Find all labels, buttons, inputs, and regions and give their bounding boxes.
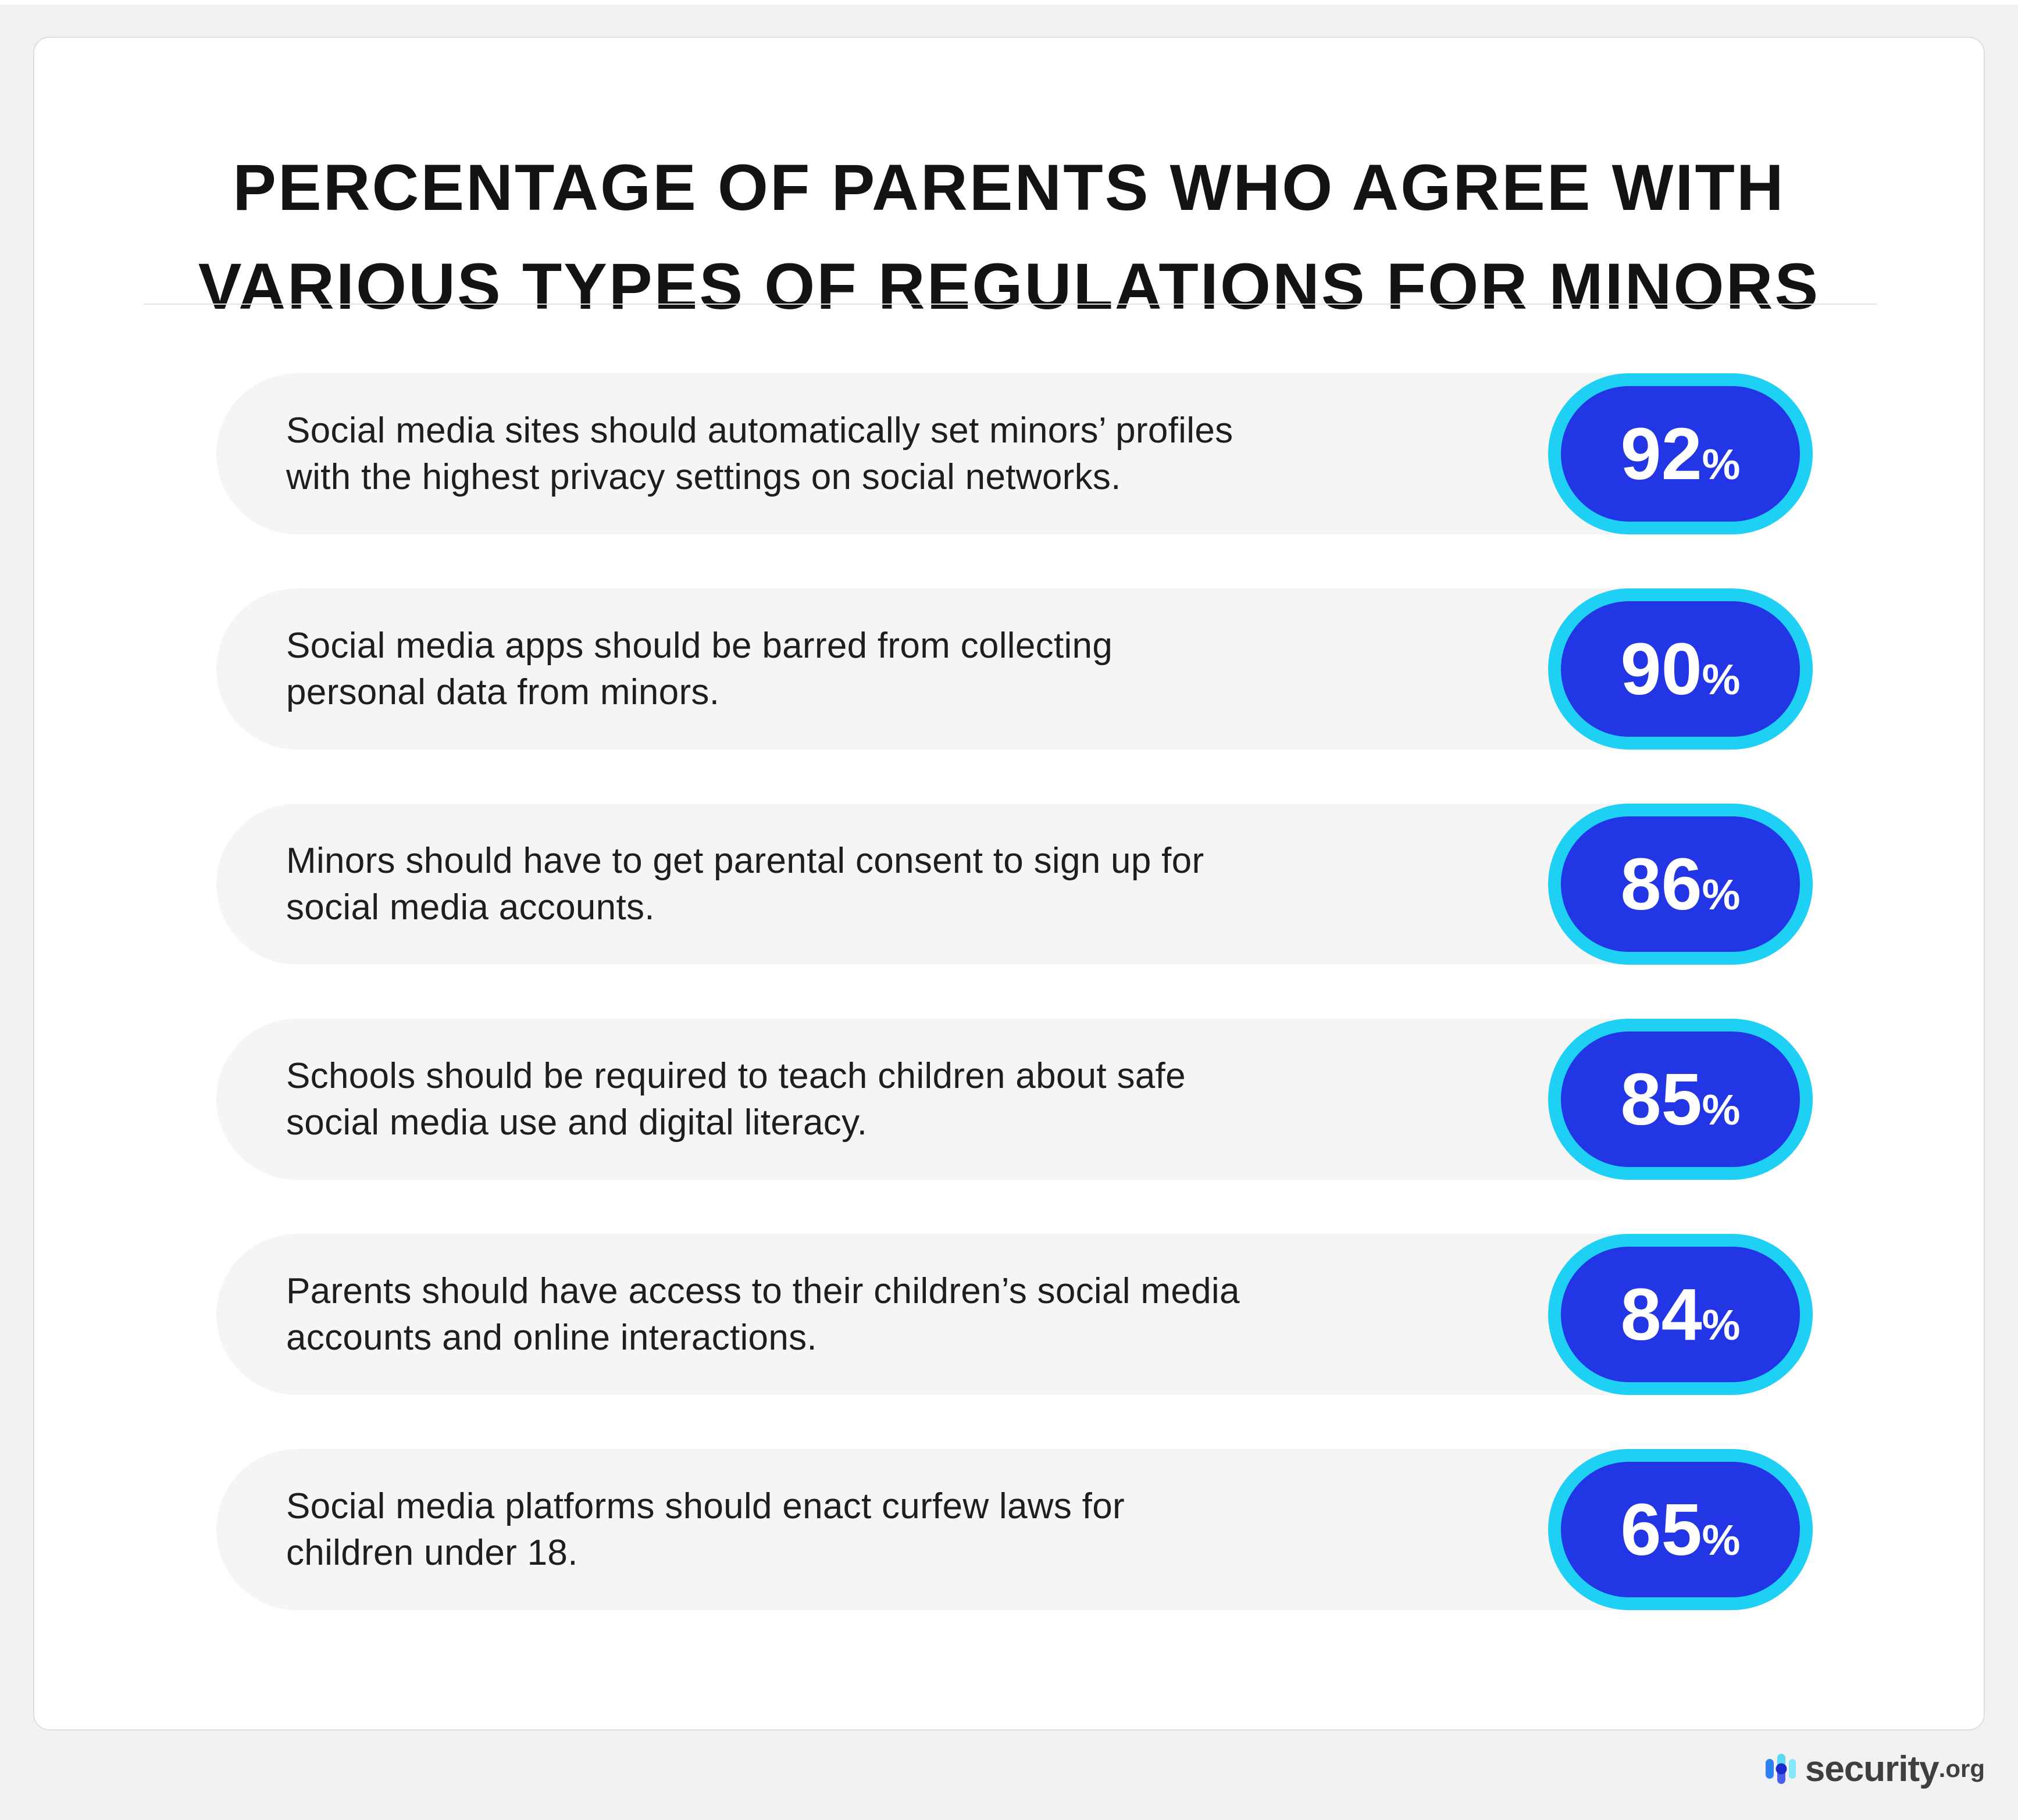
- stat-statement: Social media platforms should enact curf…: [286, 1486, 1125, 1573]
- top-strip: [0, 0, 2018, 5]
- stat-row: Parents should have access to their chil…: [216, 1234, 1813, 1395]
- stat-statement: Schools should be required to teach chil…: [286, 1055, 1186, 1143]
- percent-sign: %: [1702, 1086, 1741, 1134]
- percentage-badge: 84%: [1548, 1234, 1813, 1395]
- stat-row: Social media sites should automatically …: [216, 373, 1813, 534]
- percentage-badge: 92%: [1548, 373, 1813, 534]
- percent-sign: %: [1702, 1516, 1741, 1564]
- percentage-badge: 85%: [1548, 1019, 1813, 1180]
- stat-row: Social media apps should be barred from …: [216, 588, 1813, 750]
- stat-statement: Minors should have to get parental conse…: [286, 840, 1204, 927]
- logo-bar-middle: [1775, 1754, 1787, 1784]
- percent-sign: %: [1702, 1301, 1741, 1349]
- percent-sign: %: [1702, 655, 1741, 704]
- percentage-badge: 90%: [1548, 588, 1813, 750]
- percentage-value: 65: [1620, 1489, 1702, 1571]
- logo-bar-right: [1788, 1759, 1796, 1779]
- percentage-value: 85: [1620, 1058, 1702, 1140]
- percentage-text: 86%: [1621, 842, 1741, 926]
- securityorg-logo-icon: [1765, 1754, 1796, 1784]
- stat-statement: Social media apps should be barred from …: [286, 625, 1113, 712]
- percentage-badge: 65%: [1548, 1449, 1813, 1610]
- logo-bar-left: [1765, 1759, 1774, 1779]
- stat-statement: Parents should have access to their chil…: [286, 1271, 1240, 1358]
- percentage-text: 84%: [1621, 1272, 1741, 1357]
- infographic-card: PERCENTAGE OF PARENTS WHO AGREE WITH VAR…: [33, 37, 1985, 1730]
- logo-dot: [1775, 1763, 1787, 1775]
- stat-row: Social media platforms should enact curf…: [216, 1449, 1813, 1610]
- percentage-text: 85%: [1621, 1057, 1741, 1141]
- securityorg-logo: security .org: [1765, 1743, 1985, 1795]
- percent-sign: %: [1702, 440, 1741, 488]
- percentage-text: 65%: [1621, 1487, 1741, 1572]
- percentage-value: 84: [1620, 1273, 1702, 1355]
- page-title: PERCENTAGE OF PARENTS WHO AGREE WITH VAR…: [198, 151, 1820, 323]
- percentage-text: 92%: [1621, 412, 1741, 496]
- stat-row: Schools should be required to teach chil…: [216, 1019, 1813, 1180]
- logo-tld-text: .org: [1938, 1755, 1985, 1782]
- percentage-badge: 86%: [1548, 804, 1813, 965]
- percentage-value: 90: [1620, 628, 1702, 710]
- stat-statement: Social media sites should automatically …: [286, 410, 1233, 497]
- percent-sign: %: [1702, 870, 1741, 919]
- logo-brand-text: security: [1805, 1748, 1939, 1789]
- stat-row: Minors should have to get parental conse…: [216, 804, 1813, 965]
- title-divider: [144, 304, 1877, 305]
- percentage-text: 90%: [1621, 627, 1741, 711]
- percentage-value: 92: [1620, 413, 1702, 495]
- stats-list: Social media sites should automatically …: [34, 38, 1984, 1729]
- percentage-value: 86: [1620, 843, 1702, 925]
